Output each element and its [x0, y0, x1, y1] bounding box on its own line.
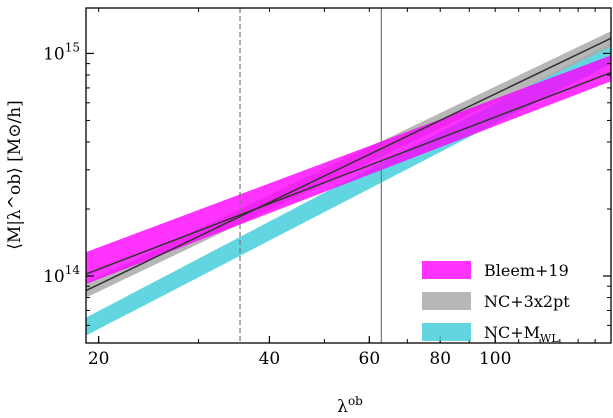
- x-tick-label: 100: [479, 349, 511, 369]
- legend: Bleem+19 NC+3x2pt NC+MWL: [422, 261, 570, 345]
- reference-lines: [239, 8, 382, 343]
- x-tick-label: 20: [88, 349, 110, 369]
- band-bleem-19: [86, 55, 611, 285]
- y-axis-label: ⟨M|λ^ob⟩ [M⊙/h]: [5, 100, 25, 250]
- legend-swatch-nc-3x2pt: [422, 292, 471, 310]
- x-axis-label: λob: [337, 394, 363, 417]
- median-lines: [86, 37, 611, 292]
- plot-frame: [85, 7, 612, 344]
- x-tick-label: 40: [259, 349, 281, 369]
- median-line-nc-3x2pt: [86, 37, 611, 292]
- x-axis-ticks: 20 40 60 80 100: [88, 8, 612, 369]
- y-axis-ticks: 1014 1015: [43, 40, 611, 344]
- legend-label-bleem-19: Bleem+19: [484, 261, 569, 280]
- x-tick-label: 60: [359, 349, 381, 369]
- y-tick-label: 1014: [43, 263, 80, 287]
- legend-swatch-bleem-19: [422, 261, 471, 279]
- legend-swatch-nc-mwl: [422, 323, 471, 341]
- legend-label-nc-3x2pt: NC+3x2pt: [484, 292, 570, 311]
- legend-label-nc-mwl: NC+MWL: [484, 323, 559, 345]
- y-tick-label: 1015: [43, 40, 80, 64]
- x-tick-label: 80: [429, 349, 451, 369]
- median-line-bleem-19: [86, 71, 611, 275]
